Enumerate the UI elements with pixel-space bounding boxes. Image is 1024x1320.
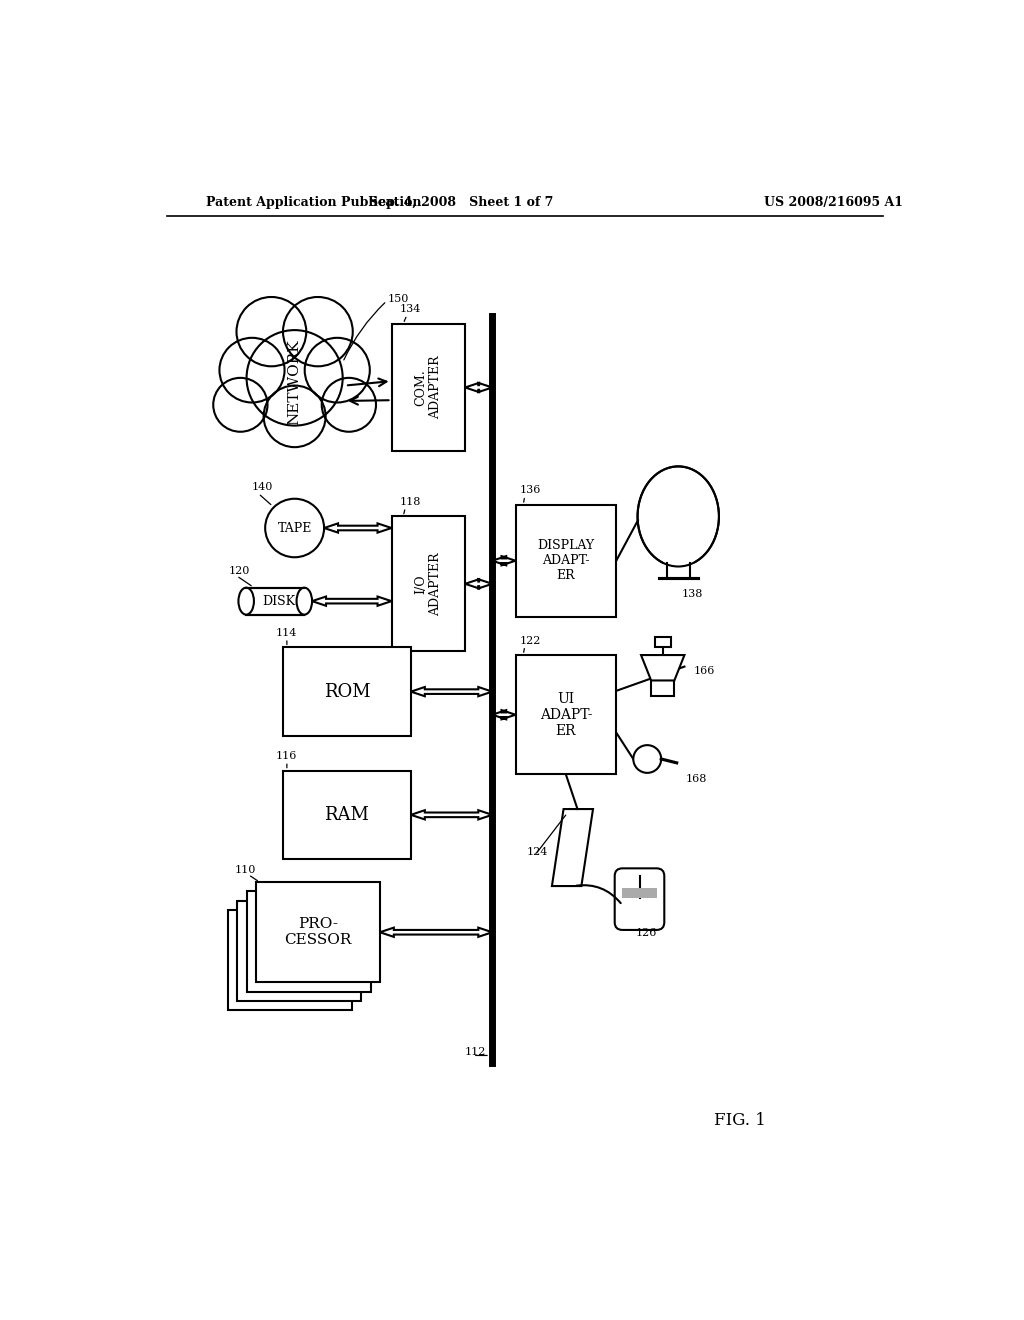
Text: Sep. 4, 2008   Sheet 1 of 7: Sep. 4, 2008 Sheet 1 of 7: [369, 195, 553, 209]
Bar: [515, 655, 616, 775]
Text: I/O
ADAPTER: I/O ADAPTER: [415, 552, 442, 615]
Polygon shape: [380, 928, 493, 937]
Text: 118: 118: [399, 496, 421, 507]
Text: TAPE: TAPE: [278, 521, 312, 535]
Circle shape: [237, 297, 306, 367]
Bar: [228, 909, 352, 1010]
Text: PRO-
CESSOR: PRO- CESSOR: [285, 917, 351, 948]
Polygon shape: [411, 686, 493, 696]
Text: 126: 126: [636, 928, 657, 939]
Polygon shape: [411, 810, 493, 820]
Text: 120: 120: [228, 566, 250, 577]
Bar: [515, 506, 616, 616]
Text: 124: 124: [527, 847, 549, 857]
Circle shape: [247, 330, 343, 425]
Polygon shape: [465, 383, 493, 392]
Ellipse shape: [297, 587, 312, 615]
Polygon shape: [641, 655, 684, 681]
Circle shape: [263, 385, 326, 447]
Text: DISK: DISK: [262, 594, 296, 607]
Bar: [256, 882, 380, 982]
Text: FIG. 1: FIG. 1: [715, 1113, 766, 1130]
Polygon shape: [324, 524, 391, 533]
Polygon shape: [493, 556, 515, 565]
Ellipse shape: [239, 587, 254, 615]
Text: 138: 138: [682, 589, 703, 599]
Text: 122: 122: [519, 635, 541, 645]
Circle shape: [265, 499, 324, 557]
Circle shape: [633, 744, 662, 774]
Text: COM.
ADAPTER: COM. ADAPTER: [415, 355, 442, 420]
Polygon shape: [552, 809, 593, 886]
Bar: [283, 771, 411, 859]
Text: 140: 140: [252, 482, 273, 491]
Text: US 2008/216095 A1: US 2008/216095 A1: [764, 195, 902, 209]
Text: 150: 150: [388, 293, 409, 304]
Polygon shape: [493, 710, 515, 719]
Bar: [247, 891, 371, 991]
Circle shape: [305, 338, 370, 403]
Bar: [623, 888, 656, 898]
Bar: [391, 516, 465, 651]
Polygon shape: [465, 579, 493, 589]
Text: 114: 114: [275, 628, 297, 638]
Text: 166: 166: [693, 667, 715, 676]
Text: 112: 112: [465, 1048, 486, 1057]
Bar: [663, 558, 693, 578]
Text: RAM: RAM: [325, 805, 370, 824]
Text: 168: 168: [686, 774, 708, 784]
Circle shape: [283, 297, 352, 367]
Text: 116: 116: [275, 751, 297, 762]
Circle shape: [213, 378, 267, 432]
Text: UI
ADAPT-
ER: UI ADAPT- ER: [540, 692, 592, 738]
Bar: [238, 900, 361, 1001]
Text: 134: 134: [399, 305, 421, 314]
Circle shape: [322, 378, 376, 432]
Text: 136: 136: [519, 486, 541, 495]
Polygon shape: [312, 597, 391, 606]
Bar: [655, 638, 671, 647]
Ellipse shape: [638, 466, 719, 566]
Bar: [246, 587, 304, 615]
Text: NETWORK: NETWORK: [288, 339, 302, 425]
Bar: [283, 647, 411, 737]
Circle shape: [219, 338, 285, 403]
Text: Patent Application Publication: Patent Application Publication: [206, 195, 421, 209]
Bar: [391, 323, 465, 451]
Text: ROM: ROM: [324, 682, 371, 701]
FancyBboxPatch shape: [614, 869, 665, 929]
Bar: [651, 681, 675, 696]
Text: DISPLAY
ADAPT-
ER: DISPLAY ADAPT- ER: [538, 540, 595, 582]
Text: 110: 110: [234, 865, 256, 875]
